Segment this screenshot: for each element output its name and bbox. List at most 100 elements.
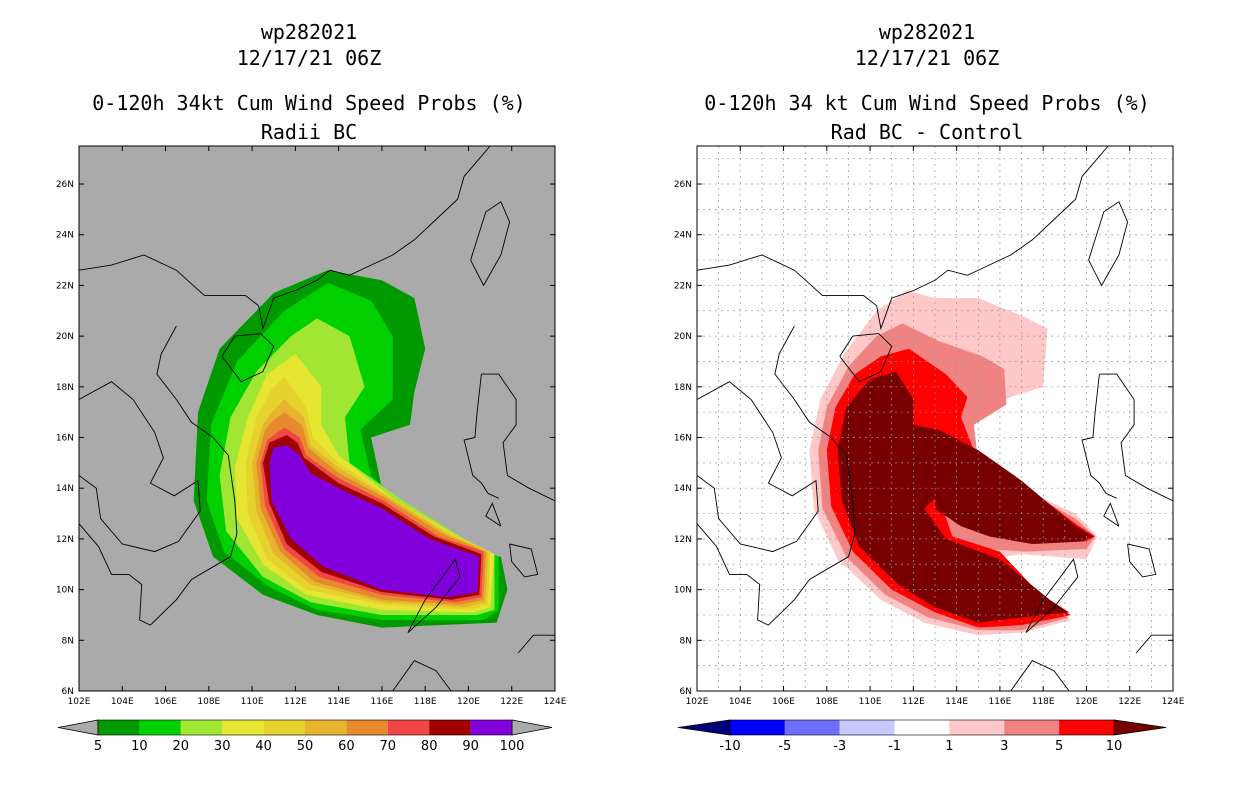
valid-time: 12/17/21 06Z	[854, 46, 1000, 70]
colorbar-swatch	[949, 720, 1005, 735]
colorbar-swatch	[1004, 720, 1060, 735]
x-tick-label: 114E	[327, 697, 350, 707]
y-tick-label: 14N	[674, 484, 692, 494]
colorbar-swatch	[139, 720, 181, 735]
x-tick-label: 106E	[154, 697, 177, 707]
y-tick-label: 10N	[56, 586, 74, 596]
y-tick-label: 18N	[674, 383, 692, 393]
coastlines	[697, 146, 1173, 691]
chart-subtitle: Rad BC - Control	[830, 120, 1024, 144]
y-tick-label: 22N	[56, 281, 74, 291]
coastline	[79, 146, 491, 331]
colorbar-label: 70	[380, 739, 397, 754]
colorbar-label: 20	[173, 739, 190, 754]
coastline	[697, 381, 819, 553]
colorbar-label: 30	[214, 739, 231, 754]
colorbar-end-left	[677, 719, 731, 736]
plot-frame	[78, 145, 556, 692]
x-tick-label: 104E	[729, 697, 752, 707]
y-tick-label: 16N	[674, 434, 692, 444]
coastline	[1103, 502, 1120, 527]
coastline	[481, 373, 555, 502]
x-tick-label: 122E	[500, 697, 523, 707]
coastline	[463, 374, 499, 499]
x-tick-label: 108E	[815, 697, 838, 707]
contour-10	[837, 371, 1093, 623]
x-tick-label: 110E	[859, 697, 882, 707]
x-tick-label: 124E	[1162, 697, 1185, 707]
left-chart-panel: wp282021 12/17/21 06Z 0-120h 34kt Cum Wi…	[56, 20, 567, 754]
colorbar-frame	[97, 719, 513, 736]
coastline	[221, 333, 275, 383]
colorbar-label: 3	[1000, 739, 1008, 754]
colorbar-label: 60	[338, 739, 355, 754]
y-tick-label: 24N	[56, 231, 74, 241]
storm-id: wp282021	[260, 20, 358, 44]
x-tick-label: 116E	[370, 697, 393, 707]
colorbar-swatch	[470, 720, 512, 735]
colorbar-swatch	[180, 720, 223, 735]
colorbar-label: 100	[500, 739, 525, 754]
y-tick-label: 22N	[674, 281, 692, 291]
x-tick-label: 106E	[772, 697, 795, 707]
colorbar-label: 10	[131, 739, 148, 754]
right-map-plot: 102E 104E 106E 108E 110E 112E 114E 116E 118E 120E…	[674, 145, 1185, 754]
chart-subtitle: Radii BC	[260, 120, 358, 144]
colorbar-swatch	[1059, 720, 1114, 735]
x-tick-label: 120E	[1075, 697, 1098, 707]
x-tick-label: 124E	[544, 697, 567, 707]
colorbar-end-left	[57, 719, 99, 736]
x-tick-label: 116E	[988, 697, 1011, 707]
colorbar-label: 40	[255, 739, 272, 754]
coastline	[1010, 660, 1070, 691]
coastlines	[79, 146, 555, 691]
colorbar-label: 5	[1055, 739, 1063, 754]
y-tick-label: 8N	[62, 636, 74, 646]
coastline	[485, 502, 502, 527]
colorbar-end-right	[511, 719, 553, 736]
colorbar-label: 10	[1106, 739, 1123, 754]
left-map-plot: 102E 104E 106E 108E 110E 112E 114E 116E 118E 120E…	[56, 145, 567, 754]
coastline	[1127, 543, 1157, 578]
contour-100	[271, 452, 480, 595]
coastline	[517, 634, 555, 654]
chart-title: 0-120h 34kt Cum Wind Speed Probs (%)	[92, 91, 526, 115]
storm-id: wp282021	[878, 20, 976, 44]
x-tick-label: 118E	[1032, 697, 1055, 707]
valid-time: 12/17/21 06Z	[236, 46, 382, 70]
x-tick-label: 114E	[945, 697, 968, 707]
colorbar-swatch	[839, 720, 895, 735]
colorbar-swatch	[346, 720, 388, 735]
y-tick-label: 6N	[680, 687, 692, 697]
grid-lines	[697, 146, 1173, 691]
x-tick-label: 112E	[284, 697, 307, 707]
colorbar-swatch	[305, 720, 347, 735]
colorbar-swatch	[98, 720, 140, 735]
y-tick-label: 20N	[56, 332, 74, 342]
coastline	[509, 543, 539, 578]
colorbar-label: 50	[297, 739, 314, 754]
contour-layer	[193, 270, 508, 628]
coastline	[79, 325, 238, 626]
y-tick-label: 26N	[674, 180, 692, 190]
y-tick-label: 10N	[674, 586, 692, 596]
colorbar-label: -10	[719, 739, 740, 754]
colorbar-swatch	[222, 720, 264, 735]
colorbar-swatch	[730, 720, 785, 735]
colorbar: 5 10 20 30 40 50 60 70 80 90 100	[57, 719, 553, 754]
coastline	[470, 201, 511, 287]
colorbar-label: -1	[888, 739, 901, 754]
colorbar-label: 90	[462, 739, 479, 754]
coastline	[407, 558, 461, 634]
y-tick-label: 6N	[62, 687, 74, 697]
coastline	[1099, 373, 1173, 502]
coastline	[839, 333, 893, 383]
x-tick-label: 118E	[414, 697, 437, 707]
y-tick-label: 8N	[680, 636, 692, 646]
x-tick-label: 104E	[111, 697, 134, 707]
right-chart-panel: wp282021 12/17/21 06Z 0-120h 34 kt Cum W…	[618, 0, 1236, 800]
y-tick-label: 18N	[56, 383, 74, 393]
x-tick-label: 108E	[197, 697, 220, 707]
colorbar-label: -5	[778, 739, 791, 754]
coastline	[697, 146, 1109, 331]
